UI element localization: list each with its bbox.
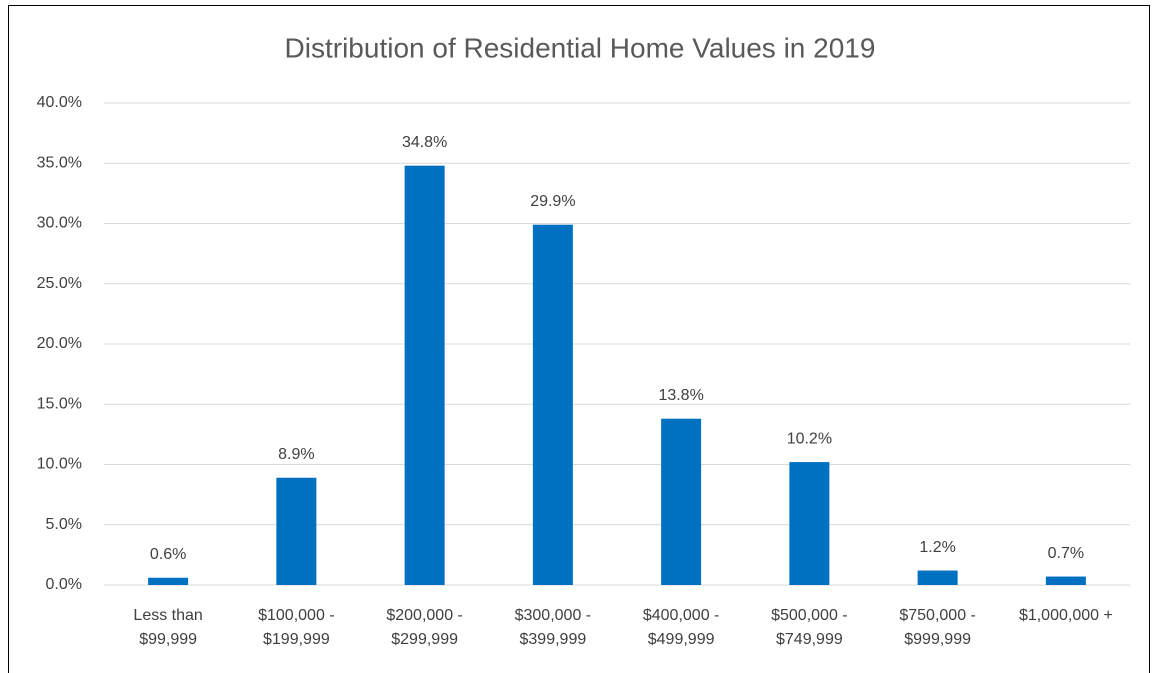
bar — [789, 462, 830, 585]
data-label: 29.9% — [530, 193, 575, 210]
chart-title: Distribution of Residential Home Values … — [285, 32, 876, 63]
chart-frame — [8, 5, 1150, 673]
x-tick-label: $199,999 — [263, 631, 330, 648]
y-tick-label: 0.0% — [46, 576, 82, 593]
data-label: 1.2% — [919, 539, 955, 556]
x-tick-label: $99,999 — [139, 631, 197, 648]
x-tick-label: $100,000 - — [258, 607, 335, 624]
x-tick-label: Less than — [133, 607, 202, 624]
x-tick-label: $299,999 — [391, 631, 458, 648]
bar — [661, 418, 702, 585]
y-tick-label: 20.0% — [37, 335, 82, 352]
data-label: 8.9% — [278, 446, 314, 463]
y-tick-label: 10.0% — [37, 456, 82, 473]
data-label: 34.8% — [402, 134, 447, 151]
bar — [148, 577, 189, 585]
bar — [404, 165, 445, 585]
bar — [276, 477, 317, 585]
x-tick-label: $750,000 - — [899, 607, 976, 624]
x-tick-label: $300,000 - — [515, 607, 592, 624]
bar — [1045, 576, 1086, 585]
y-tick-label: 15.0% — [37, 395, 82, 412]
x-tick-label: $1,000,000 + — [1019, 607, 1113, 624]
y-tick-label: 25.0% — [37, 275, 82, 292]
x-tick-label: $499,999 — [648, 631, 715, 648]
y-tick-label: 40.0% — [37, 94, 82, 111]
x-tick-label: $999,999 — [904, 631, 971, 648]
x-tick-label: $399,999 — [520, 631, 587, 648]
bar — [532, 224, 573, 585]
x-tick-label: $200,000 - — [386, 607, 463, 624]
y-tick-label: 5.0% — [46, 516, 82, 533]
bar — [917, 570, 958, 585]
y-tick-label: 35.0% — [37, 154, 82, 171]
x-tick-label: $400,000 - — [643, 607, 720, 624]
y-tick-label: 30.0% — [37, 215, 82, 232]
data-label: 13.8% — [658, 387, 703, 404]
data-label: 10.2% — [787, 430, 832, 447]
x-tick-label: $749,999 — [776, 631, 843, 648]
x-tick-label: $500,000 - — [771, 607, 848, 624]
data-label: 0.7% — [1048, 545, 1084, 562]
data-label: 0.6% — [150, 546, 186, 563]
